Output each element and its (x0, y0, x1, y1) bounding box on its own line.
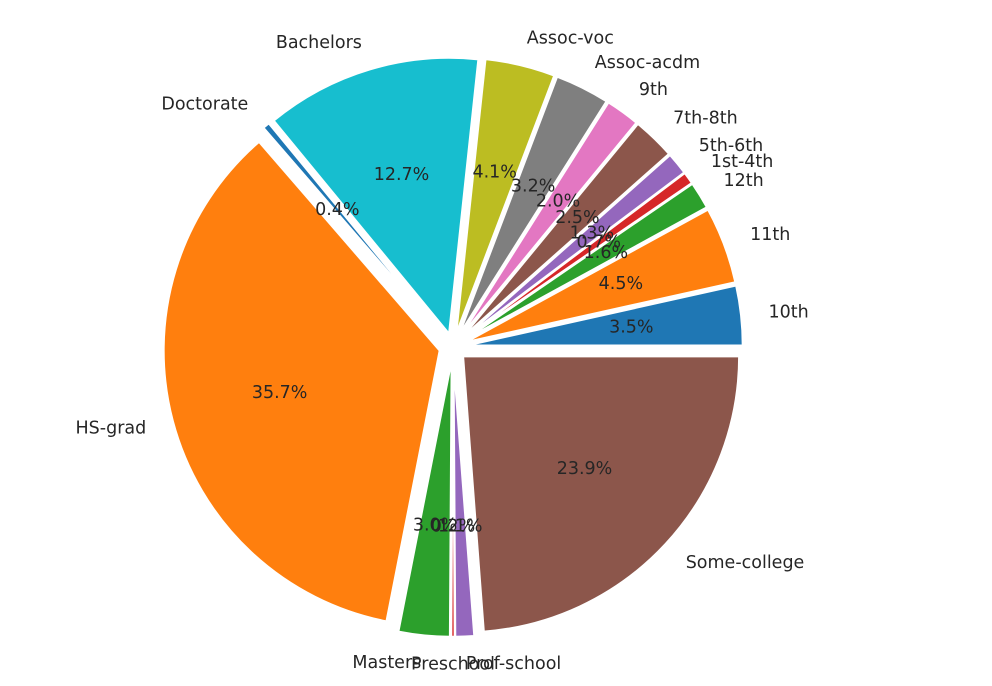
pie-slice-bachelors (272, 56, 480, 335)
pie-slice-assoc-voc (455, 58, 556, 335)
pct-label-bachelors: 12.7% (374, 165, 430, 185)
category-label-11th: 11th (750, 225, 790, 245)
pie-slice-9th (460, 101, 638, 337)
category-label-5th-6th: 5th-6th (699, 136, 764, 156)
category-label-preschool: Preschool (411, 654, 495, 674)
pct-label-doctorate: 0.4% (315, 200, 359, 220)
category-label-assoc-acdm: Assoc-acdm (595, 53, 700, 73)
category-label-10th: 10th (768, 302, 808, 322)
pct-label-1st-4th: 0.7% (576, 232, 620, 252)
pie-slice-12th (463, 182, 708, 341)
pie-slice-assoc-acdm (458, 75, 608, 336)
category-label-9th: 9th (639, 80, 668, 100)
pie-wedges (162, 56, 744, 638)
category-label-doctorate: Doctorate (161, 94, 248, 114)
pie-slice-some-college (462, 355, 741, 633)
pie-slice-10th (465, 284, 744, 347)
pct-label-hs-grad: 35.7% (252, 383, 308, 403)
category-label-7th-8th: 7th-8th (673, 108, 738, 128)
category-label-hs-grad: HS-grad (76, 419, 147, 439)
pct-label-10th: 3.5% (609, 317, 653, 337)
pct-label-prof-school: 1.1% (438, 516, 482, 536)
pie-slice-7th-8th (461, 122, 670, 339)
category-label-1st-4th: 1st-4th (711, 152, 774, 172)
category-label-some-college: Some-college (686, 553, 805, 573)
pct-label-5th-6th: 1.3% (570, 223, 614, 243)
category-label-masters: Masters (352, 653, 421, 673)
pct-label-assoc-voc: 4.1% (472, 163, 516, 183)
pie-slice-5th-6th (462, 154, 686, 340)
category-label-12th: 12th (723, 171, 763, 191)
pct-label-assoc-acdm: 3.2% (511, 176, 555, 196)
pie-slice-11th (464, 208, 737, 344)
pie-percent-labels: 3.5% 4.5% 1.6%0.7%1.3%2.5%2.0%3.2%4.1% 12.7… (252, 163, 654, 537)
pie-slice-doctorate (262, 122, 446, 338)
pct-label-9th: 2.0% (536, 192, 580, 212)
category-label-prof-school: Prof-school (466, 654, 561, 674)
pct-label-masters: 3.0% (413, 516, 457, 536)
pct-label-7th-8th: 2.5% (555, 208, 599, 228)
pct-label-11th: 4.5% (599, 274, 643, 294)
pct-label-preschool: 0.2% (431, 516, 475, 536)
pct-label-12th: 1.6% (584, 243, 628, 263)
pie-slice-masters (397, 359, 453, 638)
pct-label-some-college: 23.9% (557, 459, 613, 479)
pie-slice-prof-school (452, 359, 476, 638)
category-label-assoc-voc: Assoc-voc (527, 28, 614, 48)
category-label-bachelors: Bachelors (276, 33, 362, 53)
pie-slice-hs-grad (162, 140, 441, 623)
